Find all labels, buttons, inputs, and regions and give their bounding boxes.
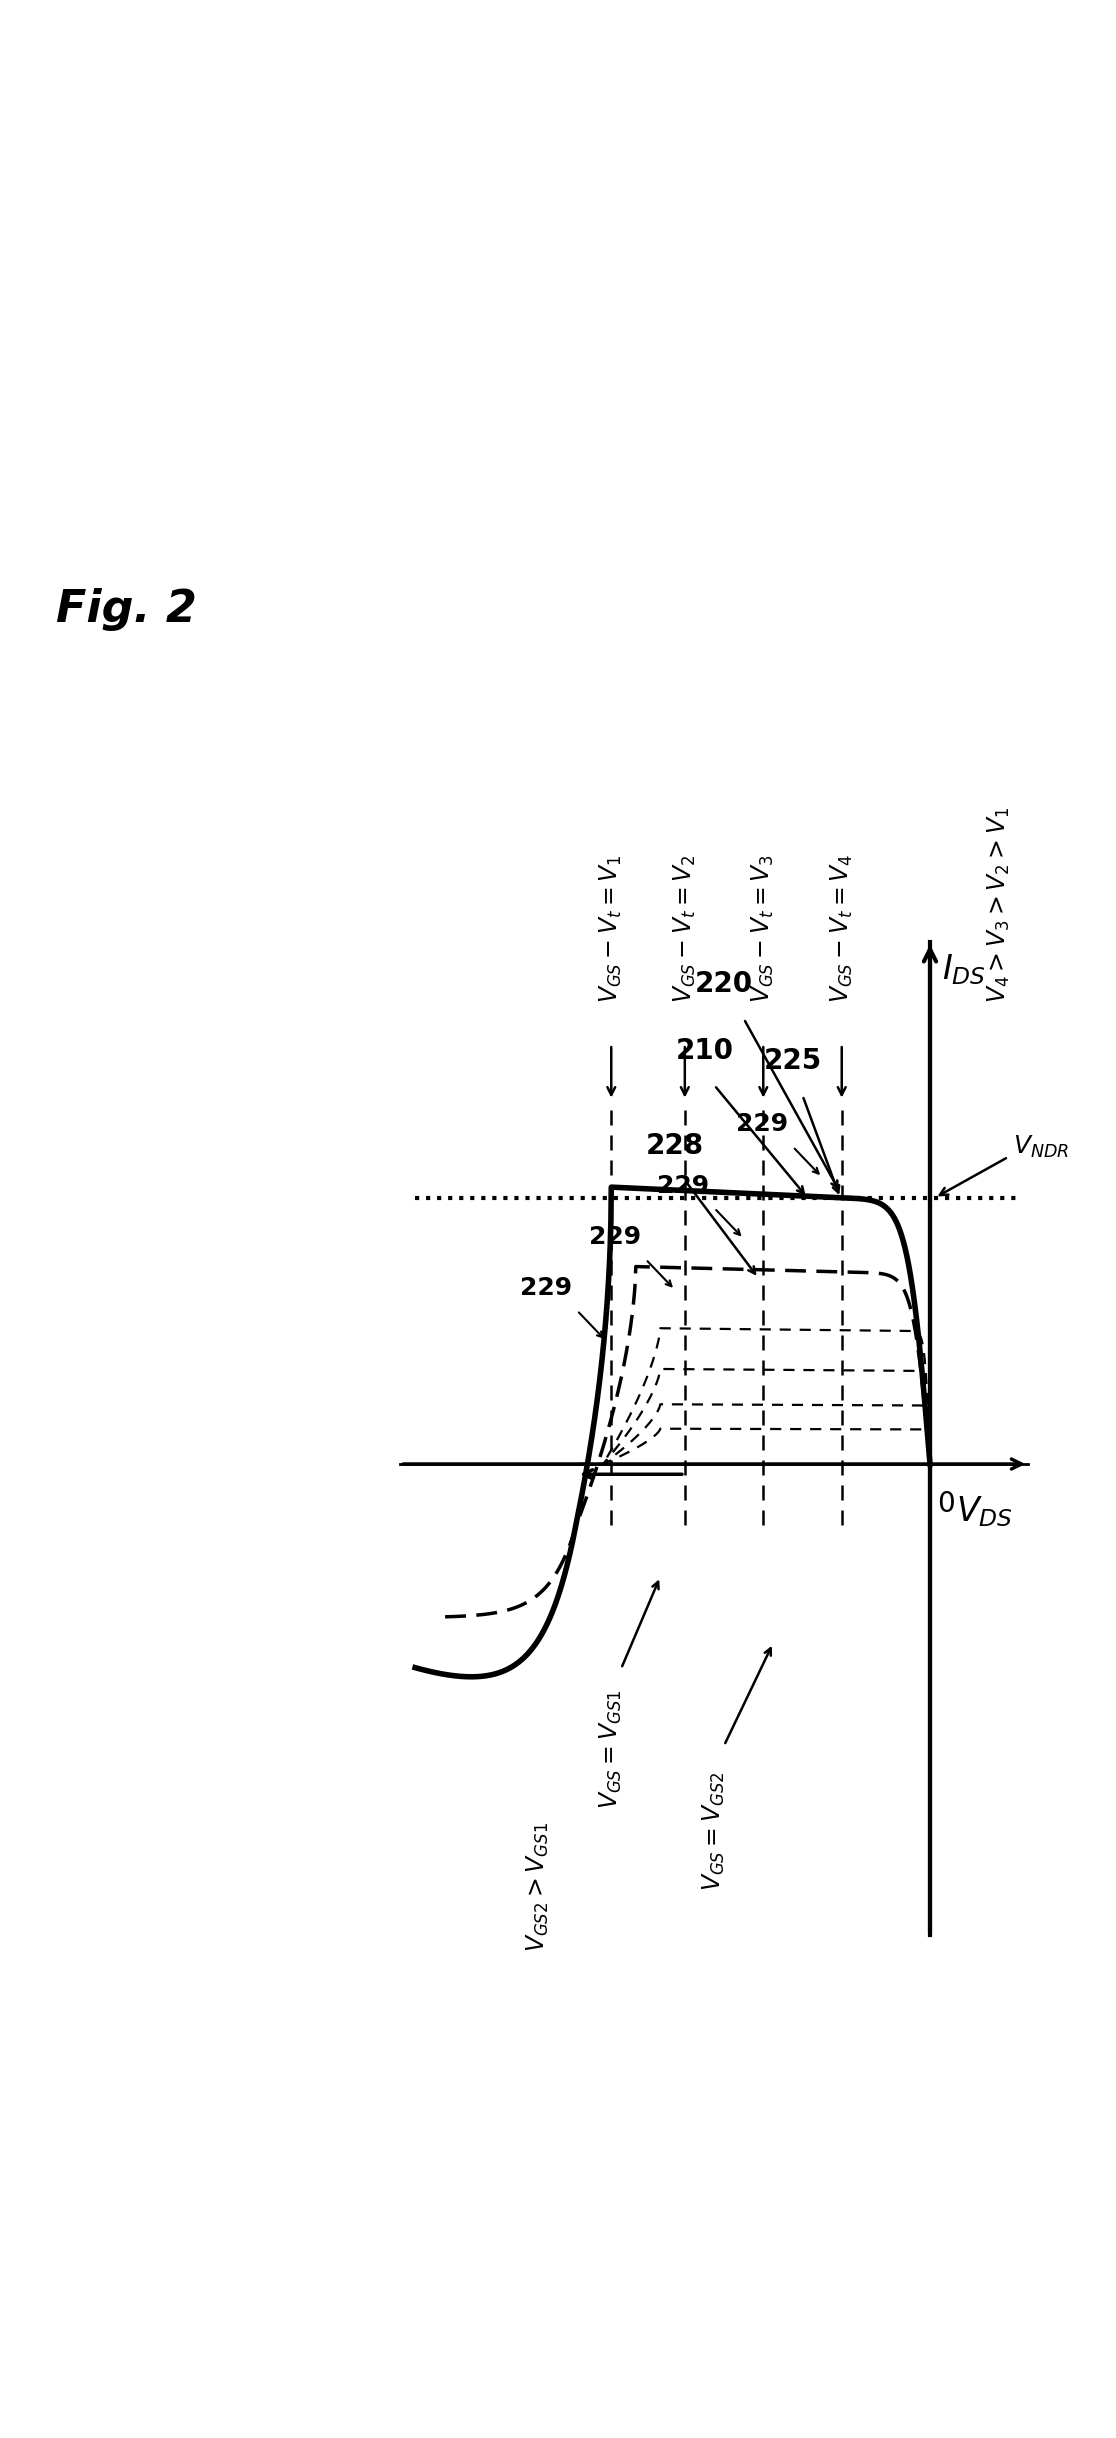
Text: 225: 225 (763, 1046, 821, 1075)
Text: 228: 228 (646, 1131, 704, 1160)
Text: $V_{GS} = V_{GS1}$: $V_{GS} = V_{GS1}$ (598, 1690, 624, 1809)
Text: 210: 210 (675, 1036, 733, 1065)
Text: $V_{GS} - V_t = V_3$: $V_{GS} - V_t = V_3$ (750, 853, 777, 1004)
Text: $I_{DS}$: $I_{DS}$ (942, 951, 987, 987)
Text: $V_{GS} = V_{GS2}$: $V_{GS} = V_{GS2}$ (701, 1770, 728, 1892)
Text: $V_{GS2} > V_{GS1}$: $V_{GS2} > V_{GS1}$ (525, 1824, 551, 1953)
Text: 220: 220 (695, 970, 753, 997)
Text: Fig. 2: Fig. 2 (56, 588, 196, 631)
Text: $V_{DS}$: $V_{DS}$ (956, 1494, 1013, 1529)
Text: $V_{GS} - V_t = V_2$: $V_{GS} - V_t = V_2$ (672, 856, 698, 1004)
Text: $V_{GS} - V_t = V_4$: $V_{GS} - V_t = V_4$ (829, 853, 855, 1004)
Text: $V_4 > V_3 > V_2 > V_1$: $V_4 > V_3 > V_2 > V_1$ (985, 807, 1012, 1004)
Text: $V_{GS} - V_t = V_1$: $V_{GS} - V_t = V_1$ (598, 856, 624, 1004)
Text: 229: 229 (657, 1173, 710, 1197)
Text: $V_{NDR}$: $V_{NDR}$ (1013, 1134, 1069, 1160)
Text: 229: 229 (520, 1275, 573, 1299)
Text: 0: 0 (937, 1490, 955, 1516)
Text: 229: 229 (735, 1112, 788, 1136)
Text: 229: 229 (588, 1224, 641, 1248)
